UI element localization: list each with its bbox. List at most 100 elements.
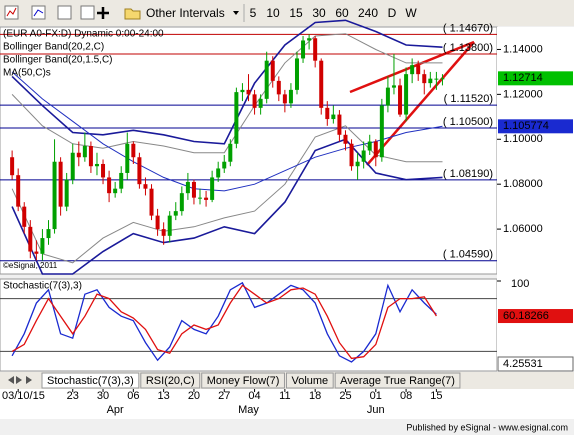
candle-body — [107, 177, 112, 194]
candle-body — [264, 60, 269, 99]
panel-title: Stochastic(7(3),3) — [3, 281, 82, 292]
candle-body — [422, 74, 427, 84]
footer: Published by eSignal - www.esignal.com — [406, 422, 568, 432]
x-tick-label: 15 — [430, 390, 442, 402]
candle-body — [40, 238, 45, 254]
candle-body — [52, 161, 57, 230]
candle-body — [307, 38, 312, 41]
candle-body — [391, 85, 396, 88]
candle-body — [343, 134, 348, 144]
tab[interactable] — [41, 372, 140, 389]
legend-entry: MA(50,C)s — [3, 68, 51, 79]
x-tick-label: 11 — [279, 390, 290, 402]
tab-label[interactable]: Money Flow(7) — [207, 375, 280, 387]
tab-label[interactable]: Average True Range(7) — [340, 375, 455, 387]
interval-button[interactable]: 240 — [358, 6, 378, 20]
interval-button[interactable]: D — [388, 6, 397, 20]
x-tick-label: 20 — [188, 390, 200, 402]
candle-body — [204, 197, 209, 200]
candle-body — [185, 181, 190, 194]
icon[interactable] — [57, 5, 72, 20]
candle-body — [404, 74, 409, 115]
candle-body — [355, 161, 360, 167]
candle-body — [337, 114, 342, 135]
candle-body — [173, 211, 178, 216]
candle-body — [143, 184, 148, 189]
tab[interactable] — [285, 372, 334, 389]
tab[interactable] — [334, 372, 461, 389]
candle-body — [82, 146, 87, 158]
folder-icon[interactable] — [124, 8, 141, 20]
candle-body — [434, 78, 439, 80]
candle-body — [398, 85, 403, 115]
candle-body — [70, 152, 75, 180]
icon[interactable] — [80, 5, 95, 20]
y-tick-label: 1.12000 — [503, 88, 543, 100]
oscillator-line — [11, 281, 437, 363]
candle-body — [198, 197, 203, 199]
tab-scroll[interactable] — [8, 376, 32, 384]
band-upper — [11, 33, 443, 154]
candle-body — [288, 89, 293, 104]
candle-body — [34, 251, 39, 254]
interval-button[interactable]: 60 — [335, 6, 349, 20]
band-upper — [11, 19, 443, 145]
month-label: Jun — [367, 404, 385, 416]
level-label: ( 1.11520) — [444, 93, 493, 105]
x-tick-label: 03/10/15 — [2, 390, 45, 402]
icon[interactable] — [31, 5, 46, 20]
tab[interactable] — [201, 372, 285, 389]
candle-body — [161, 229, 166, 236]
y-tick-label: 1.08000 — [503, 178, 543, 190]
x-tick-label: 18 — [309, 390, 321, 402]
x-tick-label: 25 — [339, 390, 351, 402]
candle-body — [331, 114, 336, 120]
interval-button[interactable]: 5 — [250, 6, 257, 20]
candle-body — [167, 215, 172, 236]
y-tick-label: 1.14000 — [503, 43, 543, 55]
dropdown-arrow[interactable] — [233, 11, 239, 15]
candle-body — [313, 38, 318, 61]
legend-entry: Bollinger Band(20,2,C) — [3, 42, 104, 53]
candle-body — [252, 94, 257, 108]
level-label: ( 1.08190) — [443, 168, 493, 180]
interval-button[interactable]: 15 — [289, 6, 303, 20]
tab-label[interactable]: Stochastic(7(3),3) — [47, 375, 134, 387]
icon — [6, 7, 17, 17]
level-label: ( 1.10500) — [443, 116, 493, 128]
candle-body — [64, 179, 69, 207]
candle-body — [440, 78, 445, 80]
candle-body — [179, 193, 184, 212]
band-lower — [11, 138, 443, 275]
intervals-menu[interactable]: Other Intervals — [146, 6, 225, 20]
candle-body — [282, 94, 287, 104]
tab-label[interactable]: RSI(20,C) — [146, 375, 195, 387]
candle-body — [258, 98, 263, 108]
candle-body — [319, 60, 324, 108]
candle-body — [385, 87, 390, 106]
x-tick-label: 04 — [248, 390, 260, 402]
interval-button[interactable]: W — [405, 6, 417, 20]
legend-entry: Bollinger Band(20,1.5,C) — [3, 55, 113, 66]
interval-button[interactable]: 30 — [312, 6, 326, 20]
tab-label[interactable]: Volume — [291, 375, 328, 387]
candle-body — [379, 105, 384, 158]
level-label: ( 1.14670) — [443, 22, 493, 34]
candle-body — [16, 175, 21, 207]
moving-average — [11, 71, 443, 192]
candle-body — [373, 141, 378, 158]
month-label: May — [238, 404, 259, 416]
candle-body — [349, 143, 354, 167]
icon[interactable] — [97, 7, 109, 19]
candle-body — [131, 143, 136, 158]
tab[interactable] — [140, 372, 201, 389]
candle-body — [22, 206, 27, 227]
x-tick-label: 23 — [67, 390, 79, 402]
interval-button[interactable]: 10 — [266, 6, 280, 20]
chart-title: (EUR A0-FX:D) Dynamic 0:00-24:00 — [3, 29, 164, 40]
toolbar — [0, 0, 574, 26]
candle-body — [125, 143, 130, 173]
candle-body — [294, 58, 299, 90]
candle-body — [240, 89, 245, 93]
